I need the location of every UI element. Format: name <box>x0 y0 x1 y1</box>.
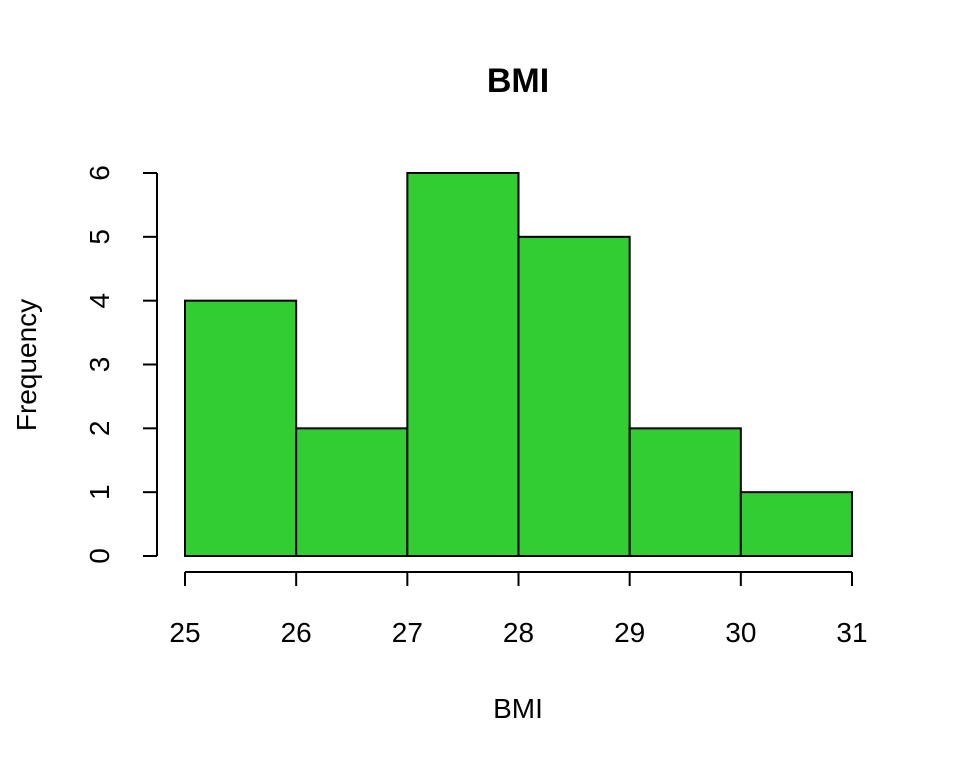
x-axis: 25 26 27 28 29 30 31 <box>169 571 868 648</box>
histogram-bar <box>628 427 742 558</box>
x-tick-label: 25 <box>169 617 200 648</box>
bars-group <box>184 172 853 558</box>
chart-title: BMI <box>487 62 549 100</box>
y-tick-label: 5 <box>84 229 115 245</box>
histogram-bar <box>295 427 409 558</box>
y-tick-label: 2 <box>84 421 115 437</box>
y-tick-label: 4 <box>84 293 115 309</box>
x-tick-label: 29 <box>614 617 645 648</box>
y-axis-label: Frequency <box>11 299 42 431</box>
y-axis: 0 1 2 3 4 5 6 <box>84 165 158 564</box>
y-tick-label: 1 <box>84 484 115 500</box>
x-tick-label: 28 <box>503 617 534 648</box>
x-tick-label: 27 <box>392 617 423 648</box>
x-tick-label: 30 <box>725 617 756 648</box>
y-tick-label: 3 <box>84 357 115 373</box>
x-tick-label: 26 <box>281 617 312 648</box>
histogram-bar <box>739 491 853 557</box>
histogram-bar <box>184 299 298 557</box>
x-axis-label: BMI <box>493 693 543 724</box>
x-tick-label: 31 <box>836 617 867 648</box>
histogram-bar <box>517 235 631 557</box>
y-tick-label: 0 <box>84 548 115 564</box>
histogram-bar <box>406 172 520 557</box>
y-tick-label: 6 <box>84 165 115 181</box>
